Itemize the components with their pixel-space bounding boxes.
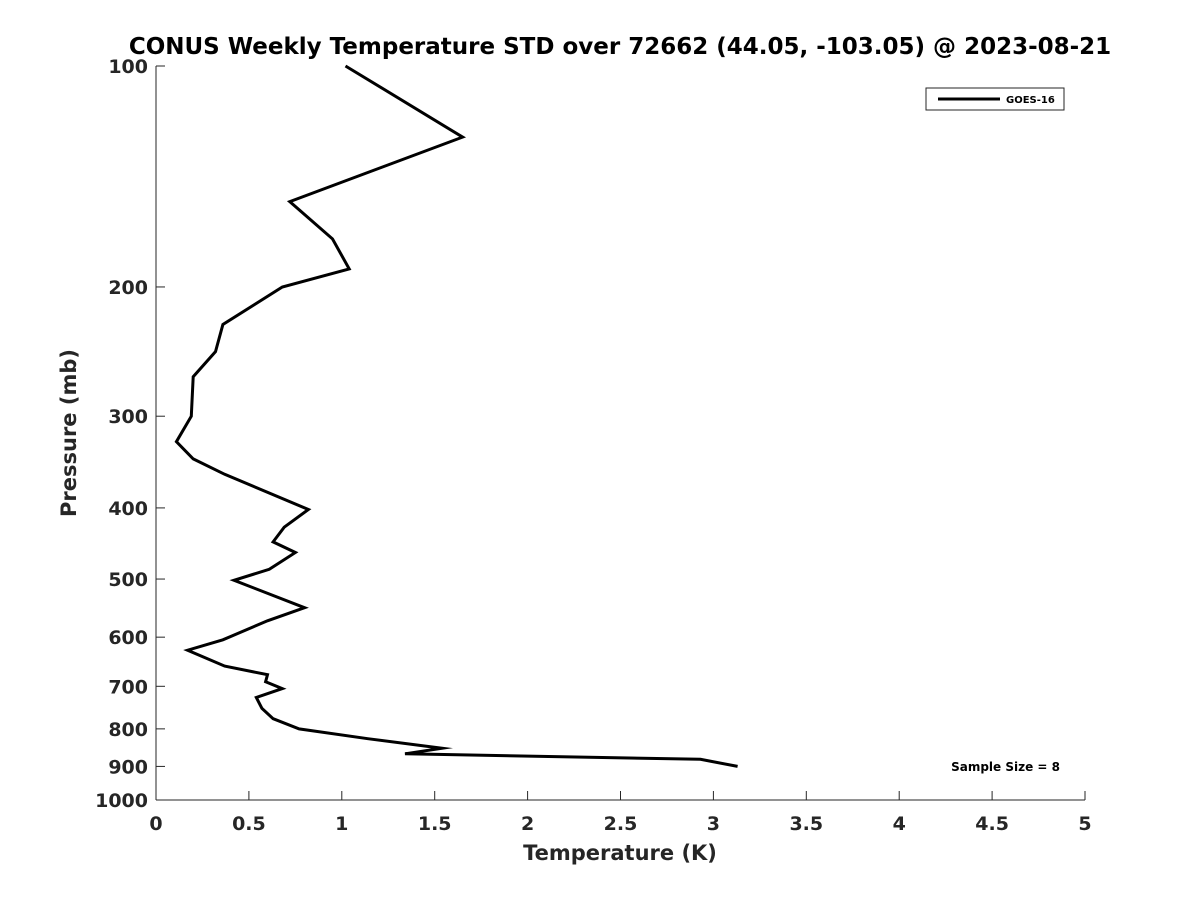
x-tick-label: 2 — [521, 813, 534, 835]
y-tick-label: 300 — [108, 406, 148, 428]
y-tick-label: 400 — [108, 498, 148, 520]
series-line-goes-16 — [174, 64, 738, 768]
y-tick-label: 900 — [108, 756, 148, 778]
x-tick-label: 4 — [893, 813, 906, 835]
x-tick-label: 1 — [335, 813, 348, 835]
x-tick-label: 0 — [149, 813, 162, 835]
y-axis-label: Pressure (mb) — [57, 349, 81, 517]
y-tick-label: 1000 — [95, 790, 148, 812]
y-tick-label: 500 — [108, 569, 148, 591]
plot-area — [174, 64, 738, 768]
x-tick-label: 3 — [707, 813, 720, 835]
x-tick-label: 4.5 — [975, 813, 1009, 835]
y-tick-label: 600 — [108, 627, 148, 649]
x-tick-label: 5 — [1078, 813, 1091, 835]
x-tick-label: 2.5 — [604, 813, 638, 835]
x-tick-label: 0.5 — [232, 813, 266, 835]
y-tick-label: 200 — [108, 277, 148, 299]
y-tick-label: 700 — [108, 676, 148, 698]
axes: 0 0.5 1 1.5 2 2.5 3 3.5 4 4.5 5 100 200 300 400 500 600 7… — [95, 56, 1092, 835]
x-axis-label: Temperature (K) — [523, 841, 717, 865]
y-tick-label: 800 — [108, 719, 148, 741]
y-tick-label: 100 — [108, 56, 148, 78]
sample-size-annotation: Sample Size = 8 — [951, 760, 1060, 774]
legend-label: GOES-16 — [1006, 95, 1055, 106]
x-tick-label: 3.5 — [789, 813, 823, 835]
chart-title: CONUS Weekly Temperature STD over 72662 … — [129, 34, 1111, 60]
legend: GOES-16 — [925, 87, 1065, 111]
x-tick-label: 1.5 — [418, 813, 452, 835]
